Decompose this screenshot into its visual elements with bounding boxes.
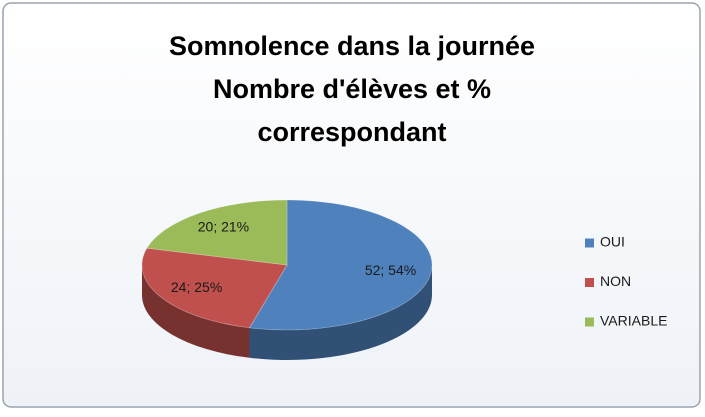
data-label: 52; 54% [365,262,416,278]
pie-slice-side [249,265,433,360]
data-label: 20; 21% [198,219,249,235]
pie-slice [146,199,288,266]
chart-title: Nombre d'élèves et % [213,74,491,104]
pie-slice [141,247,288,329]
legend-swatch [585,317,594,327]
pie-slice [248,199,433,331]
data-label: 24; 25% [171,279,222,295]
legend-label: VARIABLE [600,313,667,329]
legend-swatch [585,238,594,248]
chart-title: correspondant [257,117,446,147]
legend-swatch [585,278,594,287]
legend-label: NON [600,273,631,289]
chart-title: Somnolence dans la journée [169,31,535,61]
pie-slice-side [142,265,250,358]
legend-label: OUI [600,234,625,250]
